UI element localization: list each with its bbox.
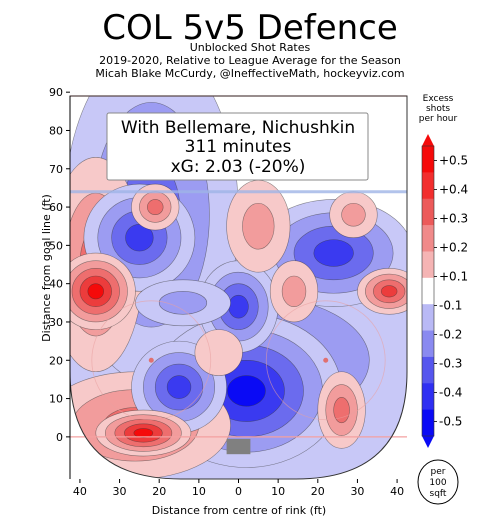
y-axis-label: Distance from goal line (ft) bbox=[40, 194, 53, 342]
chart-subtitle-2: 2019-2020, Relative to League Average fo… bbox=[99, 54, 401, 67]
heat-contour bbox=[313, 239, 354, 267]
heat-contour bbox=[133, 428, 154, 438]
colorbar-cell bbox=[422, 172, 434, 200]
heat-region-2 bbox=[95, 409, 192, 457]
y-tick-label: 30 bbox=[49, 316, 63, 329]
heat-region-4 bbox=[131, 183, 180, 231]
colorbar: Excess shots per hour +0.5+0.4+0.3+0.2+0… bbox=[419, 94, 468, 448]
x-tick-label: 40 bbox=[73, 485, 87, 498]
x-tick-label: 30 bbox=[113, 485, 127, 498]
chart-subtitle-3: Micah Blake McCurdy, @IneffectiveMath, h… bbox=[95, 67, 404, 80]
x-tick-label: 20 bbox=[152, 485, 166, 498]
heat-contour bbox=[87, 283, 105, 300]
colorbar-cell bbox=[422, 356, 434, 384]
faceoff-dot-right bbox=[323, 357, 329, 363]
colorbar-tick-label: -0.2 bbox=[439, 328, 462, 342]
colorbar-cell bbox=[422, 146, 434, 173]
y-tick-label: 40 bbox=[49, 278, 63, 291]
heat-contour bbox=[194, 329, 243, 376]
heat-region-14 bbox=[198, 260, 279, 353]
heat-contour bbox=[227, 375, 266, 407]
colorbar-cell bbox=[422, 330, 434, 358]
colorbar-frame bbox=[421, 145, 435, 437]
heat-contour bbox=[158, 291, 208, 315]
heat-region-18 bbox=[135, 279, 231, 327]
y-axis-ticks: 0 10 20 30 40 50 60 70 80 90 bbox=[49, 86, 70, 444]
heat-region-7 bbox=[269, 260, 319, 323]
colorbar-tick-label: +0.1 bbox=[439, 270, 468, 284]
colorbar-tick-label: -0.3 bbox=[439, 357, 462, 371]
heat-region-6 bbox=[194, 329, 243, 376]
y-tick-label: 20 bbox=[49, 354, 63, 367]
unit-badge-line-3: sqft bbox=[430, 489, 447, 499]
goal-net bbox=[226, 438, 251, 455]
y-tick-label: 0 bbox=[56, 431, 63, 444]
heat-contour bbox=[242, 202, 275, 250]
colorbar-title-2: shots bbox=[426, 104, 450, 114]
heat-region-0 bbox=[70, 252, 136, 330]
colorbar-cell bbox=[422, 383, 434, 411]
colorbar-cell bbox=[422, 251, 434, 279]
x-tick-label: 20 bbox=[311, 485, 325, 498]
y-tick-label: 90 bbox=[49, 86, 63, 99]
x-axis-label: Distance from centre of rink (ft) bbox=[152, 504, 326, 517]
y-tick-label: 60 bbox=[49, 201, 63, 214]
colorbar-tick-label: -0.4 bbox=[439, 386, 462, 400]
unit-badge-line-1: per bbox=[431, 467, 446, 477]
annotation-line-1: With Bellemare, Nichushkin bbox=[121, 118, 355, 138]
colorbar-cell bbox=[422, 198, 434, 226]
heat-region-5 bbox=[226, 179, 291, 273]
colorbar-labels: +0.5 +0.4 +0.3 +0.2 +0.1 -0.1 -0.2 -0.3 -0.4 -0.5 bbox=[434, 154, 468, 429]
heat-contour bbox=[228, 294, 249, 319]
y-tick-label: 50 bbox=[49, 239, 63, 252]
x-axis-ticks: 40 30 20 10 0 10 20 30 40 bbox=[73, 479, 404, 498]
unit-badge-line-2: 100 bbox=[429, 478, 446, 488]
colorbar-tick-label: +0.5 bbox=[439, 154, 468, 168]
colorbar-cell bbox=[422, 409, 434, 437]
colorbar-tick-label: +0.3 bbox=[439, 212, 468, 226]
x-tick-label: 30 bbox=[350, 485, 364, 498]
colorbar-tick-label: -0.5 bbox=[439, 415, 462, 429]
faceoff-circle-left bbox=[91, 300, 212, 421]
colorbar-cell bbox=[422, 225, 434, 252]
heat-region-9 bbox=[357, 268, 407, 315]
unit-badge: per 100 sqft bbox=[417, 459, 459, 505]
chart-title: COL 5v5 Defence bbox=[102, 8, 398, 48]
colorbar-tick-label: +0.4 bbox=[439, 183, 468, 197]
heat-contour bbox=[380, 285, 398, 298]
annotation-line-2: 311 minutes bbox=[185, 137, 292, 157]
colorbar-title-1: Excess bbox=[423, 94, 454, 104]
colorbar-arrow-bottom bbox=[422, 436, 434, 448]
heat-region-10 bbox=[329, 191, 378, 239]
colorbar-tick-label: +0.2 bbox=[439, 241, 468, 255]
chart-subtitle-1: Unblocked Shot Rates bbox=[190, 41, 311, 54]
x-tick-label: 10 bbox=[192, 485, 206, 498]
annotation-line-3: xG: 2.03 (-20%) bbox=[171, 157, 306, 177]
rink-boards bbox=[69, 95, 408, 480]
heat-contour bbox=[341, 202, 366, 227]
faceoff-circle-right bbox=[265, 300, 386, 421]
colorbar-arrow-top bbox=[422, 134, 434, 146]
heat-contour bbox=[166, 375, 192, 399]
y-tick-label: 80 bbox=[49, 124, 63, 137]
colorbar-title-3: per hour bbox=[419, 114, 458, 124]
y-tick-label: 70 bbox=[49, 163, 63, 176]
x-tick-label: 40 bbox=[390, 485, 404, 498]
colorbar-cell bbox=[422, 277, 434, 305]
heat-contour bbox=[281, 275, 307, 307]
colorbar-tick-label: -0.1 bbox=[439, 299, 462, 313]
faceoff-dot-left bbox=[148, 357, 154, 363]
y-tick-label: 10 bbox=[49, 393, 63, 406]
x-tick-label: 10 bbox=[271, 485, 285, 498]
annotation-box: With Bellemare, Nichushkin 311 minutes x… bbox=[106, 112, 369, 181]
x-tick-label: 0 bbox=[235, 485, 242, 498]
heat-region-8 bbox=[317, 371, 366, 449]
colorbar-cell bbox=[422, 304, 434, 332]
colorbar-cells bbox=[421, 134, 435, 448]
heat-contour bbox=[147, 199, 164, 216]
